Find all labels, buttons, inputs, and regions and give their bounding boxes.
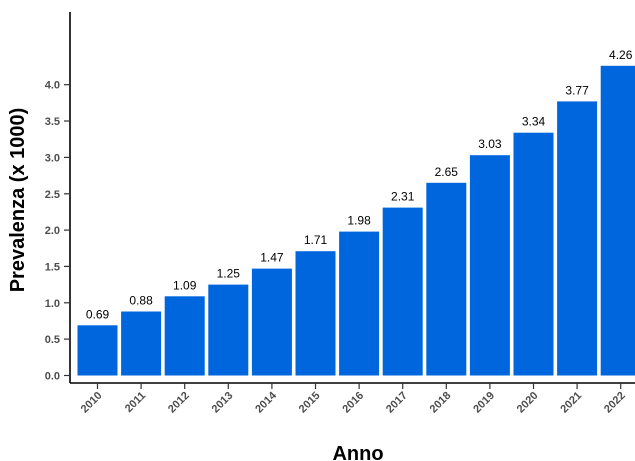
x-tick-label-2022: 2022 — [602, 390, 628, 416]
x-axis-ticks: 2010 2011 2012 2013 2014 2015 2016 2017 2018 2019… — [79, 383, 628, 415]
y-axis-ticks: 0.0 0.5 1.0 1.5 2.0 2.5 3.0 3.5 4.0 — [45, 80, 70, 383]
bar-2017 — [382, 207, 423, 376]
x-tick-label-2010: 2010 — [79, 390, 105, 416]
value-label-2012: 1.09 — [173, 278, 197, 292]
bars-group — [77, 65, 635, 376]
bar-2019 — [469, 155, 510, 376]
bar-2016 — [339, 231, 380, 376]
y-tick-label-4.0: 4.0 — [45, 80, 60, 92]
bar-2018 — [426, 182, 467, 376]
x-tick-label-2015: 2015 — [297, 390, 323, 416]
value-label-2022: 4.26 — [609, 48, 633, 62]
bar-2012 — [164, 296, 205, 376]
x-tick-label-2021: 2021 — [558, 390, 584, 416]
value-label-2019: 3.03 — [478, 137, 502, 151]
bar-2015 — [295, 251, 336, 376]
value-label-2021: 3.77 — [565, 83, 589, 97]
x-tick-label-2011: 2011 — [123, 390, 148, 415]
value-labels-group: 0.69 0.88 1.09 1.25 1.47 1.71 1.98 2.31 2.65 3.03… — [86, 48, 633, 321]
bar-2011 — [121, 311, 162, 376]
y-tick-label-1.5: 1.5 — [45, 261, 60, 273]
x-tick-label-2013: 2013 — [210, 390, 236, 416]
y-tick-label-0.0: 0.0 — [45, 371, 60, 383]
y-tick-label-2.5: 2.5 — [45, 189, 60, 201]
x-axis-title: Anno — [332, 443, 383, 461]
y-tick-label-2.0: 2.0 — [45, 225, 60, 237]
bar-2014 — [251, 268, 292, 376]
x-tick-label-2014: 2014 — [253, 389, 279, 415]
value-label-2010: 0.69 — [86, 307, 110, 321]
x-tick-label-2017: 2017 — [384, 390, 410, 416]
y-tick-label-3.0: 3.0 — [45, 152, 60, 164]
x-tick-label-2016: 2016 — [340, 390, 366, 416]
value-label-2014: 1.47 — [260, 251, 284, 265]
bar-2013 — [208, 284, 249, 376]
bar-2020 — [513, 132, 554, 376]
x-tick-label-2019: 2019 — [471, 390, 497, 416]
bar-2021 — [557, 101, 598, 376]
y-tick-label-0.5: 0.5 — [45, 334, 60, 346]
y-axis-title: Prevalenza (x 1000) — [7, 108, 29, 293]
value-label-2013: 1.25 — [217, 267, 241, 281]
value-label-2020: 3.34 — [522, 115, 546, 129]
x-tick-label-2020: 2020 — [515, 390, 541, 416]
bar-2010 — [77, 325, 118, 376]
value-label-2016: 1.98 — [347, 214, 371, 228]
value-label-2018: 2.65 — [435, 165, 459, 179]
x-tick-label-2012: 2012 — [166, 390, 192, 416]
value-label-2015: 1.71 — [304, 233, 328, 247]
x-tick-label-2018: 2018 — [428, 390, 454, 416]
y-tick-label-3.5: 3.5 — [45, 116, 60, 128]
bar-2022 — [600, 65, 635, 376]
value-label-2011: 0.88 — [129, 294, 153, 308]
y-tick-label-1.0: 1.0 — [45, 298, 60, 310]
value-label-2017: 2.31 — [391, 190, 415, 204]
